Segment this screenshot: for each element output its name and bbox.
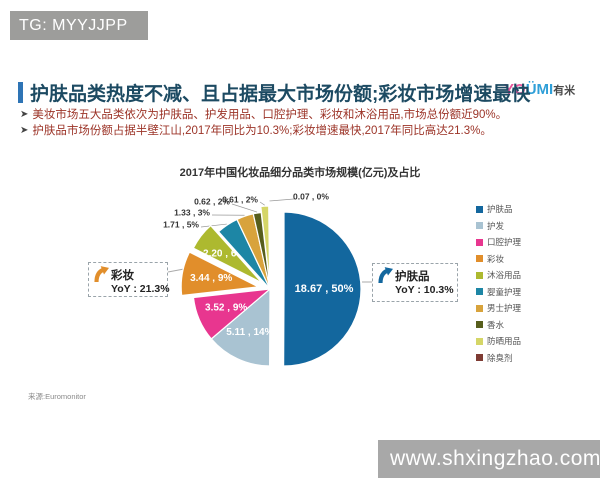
bullet-text: 护肤品市场份额占据半壁江山,2017年同比为10.3%;彩妆增速最快,2017年…	[32, 125, 492, 137]
label-leader-line	[269, 198, 295, 202]
title-accent-bar	[18, 82, 23, 103]
arrow-bullet-icon: ➤	[20, 109, 29, 120]
pie-chart-svg: 18.67 , 50% 5.11 , 14% 3.52 , 9% 3.44 , 9% 2…	[163, 191, 372, 367]
legend-swatch	[476, 238, 483, 246]
source-note: 来源:Euromonitor	[28, 392, 86, 401]
legend-label: 沐浴用品	[487, 270, 522, 281]
logo-text-cn: 有米	[553, 85, 576, 97]
slice-label-彩妆: 3.44 , 9%	[190, 273, 232, 284]
pie-slice-口腔护理	[192, 288, 272, 340]
arrow-bullet-icon: ➤	[20, 125, 29, 136]
legend-swatch	[476, 337, 483, 345]
slice-label-口腔护理: 3.52 , 9%	[205, 303, 247, 314]
slice-label-香水: 0.62 , 2%	[194, 196, 230, 206]
legend-label: 香水	[487, 319, 505, 330]
legend-label: 护发	[487, 220, 505, 231]
legend-label: 口腔护理	[487, 237, 522, 248]
legend-swatch	[476, 271, 483, 279]
legend-swatch	[476, 205, 483, 213]
legend-label: 男士护理	[487, 303, 522, 314]
growth-arrow-icon	[378, 267, 393, 284]
logo-text-yo: YO	[504, 81, 526, 98]
legend-item-防晒用品: 防晒用品	[476, 333, 521, 350]
legend-item-沐浴用品: 沐浴用品	[476, 267, 521, 284]
callout-yoy-value: YoY : 21.3%	[111, 283, 170, 295]
callout-yoy-value: YoY : 10.3%	[395, 284, 454, 296]
pie-slice-护肤品	[283, 211, 362, 367]
legend-label: 除臭剂	[487, 352, 513, 363]
pie-slice-沐浴用品	[192, 224, 263, 284]
slice-label-护肤品: 18.67 , 50%	[295, 283, 354, 295]
legend-label: 防晒用品	[487, 336, 522, 347]
legend-swatch	[476, 288, 483, 296]
bullet-item: ➤ 护肤品市场份额占据半壁江山,2017年同比为10.3%;彩妆增速最快,201…	[20, 124, 507, 138]
logo-text-umi: ÜMI	[525, 81, 554, 98]
bullet-text: 美妆市场五大品类依次为护肤品、护发用品、口腔护理、彩妆和沐浴用品,市场总份额近9…	[32, 109, 508, 121]
chart-title: 2017年中国化妆品细分品类市场规模(亿元)及占比	[179, 167, 421, 179]
slice-label-护发: 5.11 , 14%	[226, 327, 273, 338]
slice-label-婴童护理: 1.71 , 5%	[163, 219, 199, 229]
legend-swatch	[476, 304, 483, 312]
slice-label-除臭剂: 0.07 , 0%	[293, 191, 329, 201]
tg-watermark-banner: TG: MYYJJPP	[10, 11, 148, 40]
callout-hufupin: 护肤品 YoY : 10.3%	[372, 263, 458, 302]
legend-item-香水: 香水	[476, 317, 521, 334]
legend-item-男士护理: 男士护理	[476, 300, 521, 317]
legend-label: 护肤品	[487, 204, 513, 215]
label-leader-line	[259, 201, 265, 206]
slice-label-沐浴用品: 2.20 , 6%	[203, 249, 245, 260]
callout-connector-left	[167, 268, 185, 273]
label-leader-line	[200, 223, 227, 228]
page-title: 护肤品类热度不减、且占据最大市场份额;彩妆市场增速最快	[30, 84, 531, 105]
slice-label-防晒用品: 0.61 , 2%	[222, 194, 258, 204]
bullet-list: ➤ 美妆市场五大品类依次为护肤品、护发用品、口腔护理、彩妆和沐浴用品,市场总份额…	[20, 108, 507, 140]
legend-item-口腔护理: 口腔护理	[476, 234, 521, 251]
pie-slice-护发	[210, 287, 271, 367]
growth-arrow-icon	[94, 266, 109, 283]
legend-label: 婴童护理	[487, 286, 522, 297]
youmi-logo: YOÜMI有米	[504, 81, 575, 98]
website-banner: www.shxingzhao.com	[378, 440, 600, 478]
legend-item-彩妆: 彩妆	[476, 251, 521, 268]
legend-item-护发: 护发	[476, 218, 521, 235]
legend-item-除臭剂: 除臭剂	[476, 350, 521, 367]
callout-category-label: 彩妆	[111, 269, 134, 282]
legend-swatch	[476, 354, 483, 362]
callout-category-label: 护肤品	[395, 270, 430, 283]
legend-swatch	[476, 255, 483, 263]
label-leader-line	[231, 203, 258, 213]
chart-legend: 护肤品护发口腔护理彩妆沐浴用品婴童护理男士护理香水防晒用品除臭剂	[476, 201, 521, 366]
legend-item-护肤品: 护肤品	[476, 201, 521, 218]
legend-swatch	[476, 222, 483, 230]
slice-label-男士护理: 1.33 , 3%	[174, 207, 210, 217]
bullet-item: ➤ 美妆市场五大品类依次为护肤品、护发用品、口腔护理、彩妆和沐浴用品,市场总份额…	[20, 108, 507, 122]
pie-slice-彩妆	[180, 251, 261, 297]
callout-caizhuang: 彩妆 YoY : 21.3%	[88, 262, 170, 297]
legend-label: 彩妆	[487, 253, 505, 264]
legend-swatch	[476, 321, 483, 329]
legend-item-婴童护理: 婴童护理	[476, 284, 521, 301]
pie-slice-除臭剂	[268, 201, 271, 280]
